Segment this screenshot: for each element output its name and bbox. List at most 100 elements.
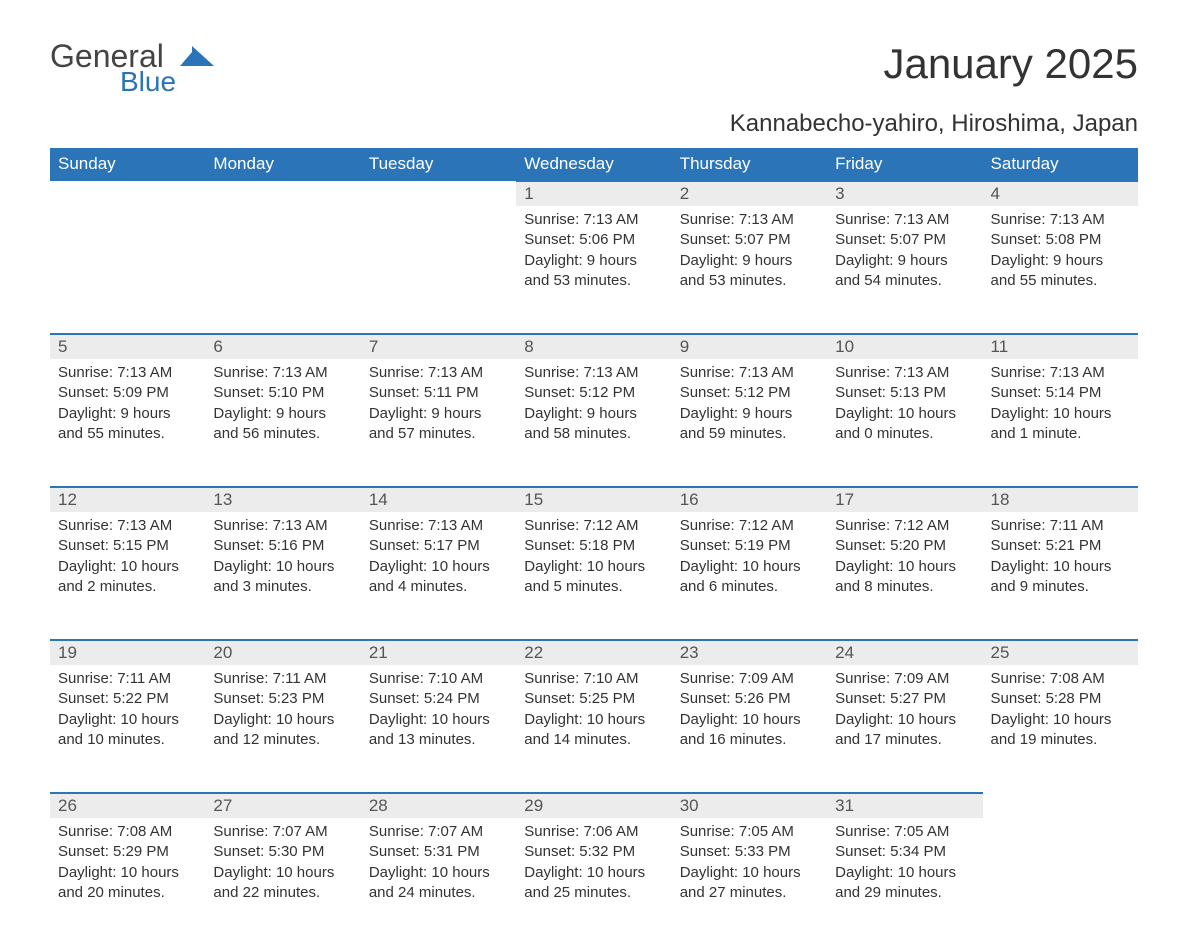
- day-number-row: 567891011: [50, 334, 1138, 359]
- day-number-cell: [983, 793, 1138, 818]
- day-number-row: 262728293031: [50, 793, 1138, 818]
- day-line: Daylight: 9 hours: [58, 404, 197, 424]
- day-body-cell: Sunrise: 7:06 AMSunset: 5:32 PMDaylight:…: [516, 818, 671, 946]
- day-line: and 13 minutes.: [369, 730, 508, 750]
- day-body-cell: Sunrise: 7:09 AMSunset: 5:26 PMDaylight:…: [672, 665, 827, 793]
- day-line: Sunrise: 7:12 AM: [524, 516, 663, 536]
- day-line: and 59 minutes.: [680, 424, 819, 444]
- day-number-cell: 3: [827, 181, 982, 206]
- day-line: and 58 minutes.: [524, 424, 663, 444]
- day-line: Daylight: 9 hours: [369, 404, 508, 424]
- day-number-cell: 25: [983, 640, 1138, 665]
- day-body-cell: Sunrise: 7:13 AMSunset: 5:09 PMDaylight:…: [50, 359, 205, 487]
- day-line: and 0 minutes.: [835, 424, 974, 444]
- day-line: Sunset: 5:25 PM: [524, 689, 663, 709]
- day-line: Sunset: 5:20 PM: [835, 536, 974, 556]
- day-number-row: 12131415161718: [50, 487, 1138, 512]
- day-line: Sunset: 5:09 PM: [58, 383, 197, 403]
- day-body-cell: Sunrise: 7:05 AMSunset: 5:33 PMDaylight:…: [672, 818, 827, 946]
- day-body-cell: [983, 818, 1138, 946]
- day-line: and 5 minutes.: [524, 577, 663, 597]
- day-number-cell: [205, 181, 360, 206]
- day-number-cell: 11: [983, 334, 1138, 359]
- day-line: Sunset: 5:15 PM: [58, 536, 197, 556]
- day-line: Daylight: 10 hours: [680, 863, 819, 883]
- day-header: Wednesday: [516, 148, 671, 181]
- day-body-cell: Sunrise: 7:11 AMSunset: 5:22 PMDaylight:…: [50, 665, 205, 793]
- day-line: Daylight: 10 hours: [369, 710, 508, 730]
- day-line: Sunrise: 7:13 AM: [835, 210, 974, 230]
- day-header: Monday: [205, 148, 360, 181]
- day-header: Thursday: [672, 148, 827, 181]
- day-number-cell: 29: [516, 793, 671, 818]
- day-body-cell: Sunrise: 7:13 AMSunset: 5:13 PMDaylight:…: [827, 359, 982, 487]
- day-line: Daylight: 9 hours: [835, 251, 974, 271]
- day-line: Daylight: 10 hours: [369, 557, 508, 577]
- logo-flag-icon: [180, 46, 214, 70]
- day-line: Sunrise: 7:13 AM: [213, 516, 352, 536]
- day-line: Daylight: 10 hours: [524, 863, 663, 883]
- day-number-cell: 6: [205, 334, 360, 359]
- day-line: Daylight: 10 hours: [835, 404, 974, 424]
- day-line: Sunset: 5:29 PM: [58, 842, 197, 862]
- day-line: and 10 minutes.: [58, 730, 197, 750]
- day-header: Tuesday: [361, 148, 516, 181]
- day-line: and 12 minutes.: [213, 730, 352, 750]
- day-number-cell: 12: [50, 487, 205, 512]
- day-line: Sunrise: 7:05 AM: [680, 822, 819, 842]
- day-body-cell: Sunrise: 7:13 AMSunset: 5:16 PMDaylight:…: [205, 512, 360, 640]
- day-line: Daylight: 10 hours: [835, 863, 974, 883]
- day-body-cell: Sunrise: 7:10 AMSunset: 5:24 PMDaylight:…: [361, 665, 516, 793]
- day-line: Sunset: 5:08 PM: [991, 230, 1130, 250]
- day-line: Daylight: 10 hours: [524, 557, 663, 577]
- day-line: Sunset: 5:33 PM: [680, 842, 819, 862]
- day-line: and 14 minutes.: [524, 730, 663, 750]
- day-line: Sunrise: 7:10 AM: [524, 669, 663, 689]
- day-body-cell: Sunrise: 7:13 AMSunset: 5:14 PMDaylight:…: [983, 359, 1138, 487]
- day-line: Sunset: 5:30 PM: [213, 842, 352, 862]
- logo-text-blue: Blue: [120, 66, 176, 98]
- day-body-row: Sunrise: 7:08 AMSunset: 5:29 PMDaylight:…: [50, 818, 1138, 946]
- day-body-row: Sunrise: 7:13 AMSunset: 5:09 PMDaylight:…: [50, 359, 1138, 487]
- day-line: Sunrise: 7:09 AM: [680, 669, 819, 689]
- day-number-cell: 9: [672, 334, 827, 359]
- day-line: Daylight: 9 hours: [680, 251, 819, 271]
- day-body-cell: Sunrise: 7:08 AMSunset: 5:28 PMDaylight:…: [983, 665, 1138, 793]
- day-number-cell: 30: [672, 793, 827, 818]
- day-line: Daylight: 10 hours: [213, 710, 352, 730]
- day-line: Sunrise: 7:13 AM: [991, 210, 1130, 230]
- day-body-cell: Sunrise: 7:05 AMSunset: 5:34 PMDaylight:…: [827, 818, 982, 946]
- day-line: Sunrise: 7:08 AM: [991, 669, 1130, 689]
- day-line: and 8 minutes.: [835, 577, 974, 597]
- day-body-cell: Sunrise: 7:13 AMSunset: 5:15 PMDaylight:…: [50, 512, 205, 640]
- day-line: Sunrise: 7:13 AM: [835, 363, 974, 383]
- logo: General Blue: [50, 40, 214, 98]
- day-number-cell: [50, 181, 205, 206]
- day-line: Sunrise: 7:13 AM: [524, 363, 663, 383]
- day-header: Saturday: [983, 148, 1138, 181]
- day-line: Sunrise: 7:13 AM: [369, 363, 508, 383]
- day-line: Daylight: 10 hours: [369, 863, 508, 883]
- day-line: Sunset: 5:12 PM: [524, 383, 663, 403]
- day-body-cell: Sunrise: 7:07 AMSunset: 5:30 PMDaylight:…: [205, 818, 360, 946]
- day-line: Sunrise: 7:10 AM: [369, 669, 508, 689]
- day-line: and 1 minute.: [991, 424, 1130, 444]
- day-line: Sunrise: 7:07 AM: [213, 822, 352, 842]
- day-number-cell: 15: [516, 487, 671, 512]
- day-number-cell: 13: [205, 487, 360, 512]
- month-title: January 2025: [883, 40, 1138, 88]
- day-line: Daylight: 10 hours: [213, 557, 352, 577]
- day-body-cell: Sunrise: 7:13 AMSunset: 5:17 PMDaylight:…: [361, 512, 516, 640]
- day-line: Sunset: 5:06 PM: [524, 230, 663, 250]
- day-line: and 57 minutes.: [369, 424, 508, 444]
- day-body-cell: Sunrise: 7:13 AMSunset: 5:08 PMDaylight:…: [983, 206, 1138, 334]
- day-header: Friday: [827, 148, 982, 181]
- day-body-row: Sunrise: 7:13 AM Sunset: 5:06 PM Daylight:…: [50, 206, 1138, 334]
- day-body-cell: Sunrise: 7:13 AMSunset: 5:11 PMDaylight:…: [361, 359, 516, 487]
- day-line: Daylight: 9 hours: [524, 404, 663, 424]
- day-line: Daylight: 10 hours: [680, 710, 819, 730]
- day-number-cell: [361, 181, 516, 206]
- day-line: and 16 minutes.: [680, 730, 819, 750]
- day-number-cell: 8: [516, 334, 671, 359]
- day-number-cell: 14: [361, 487, 516, 512]
